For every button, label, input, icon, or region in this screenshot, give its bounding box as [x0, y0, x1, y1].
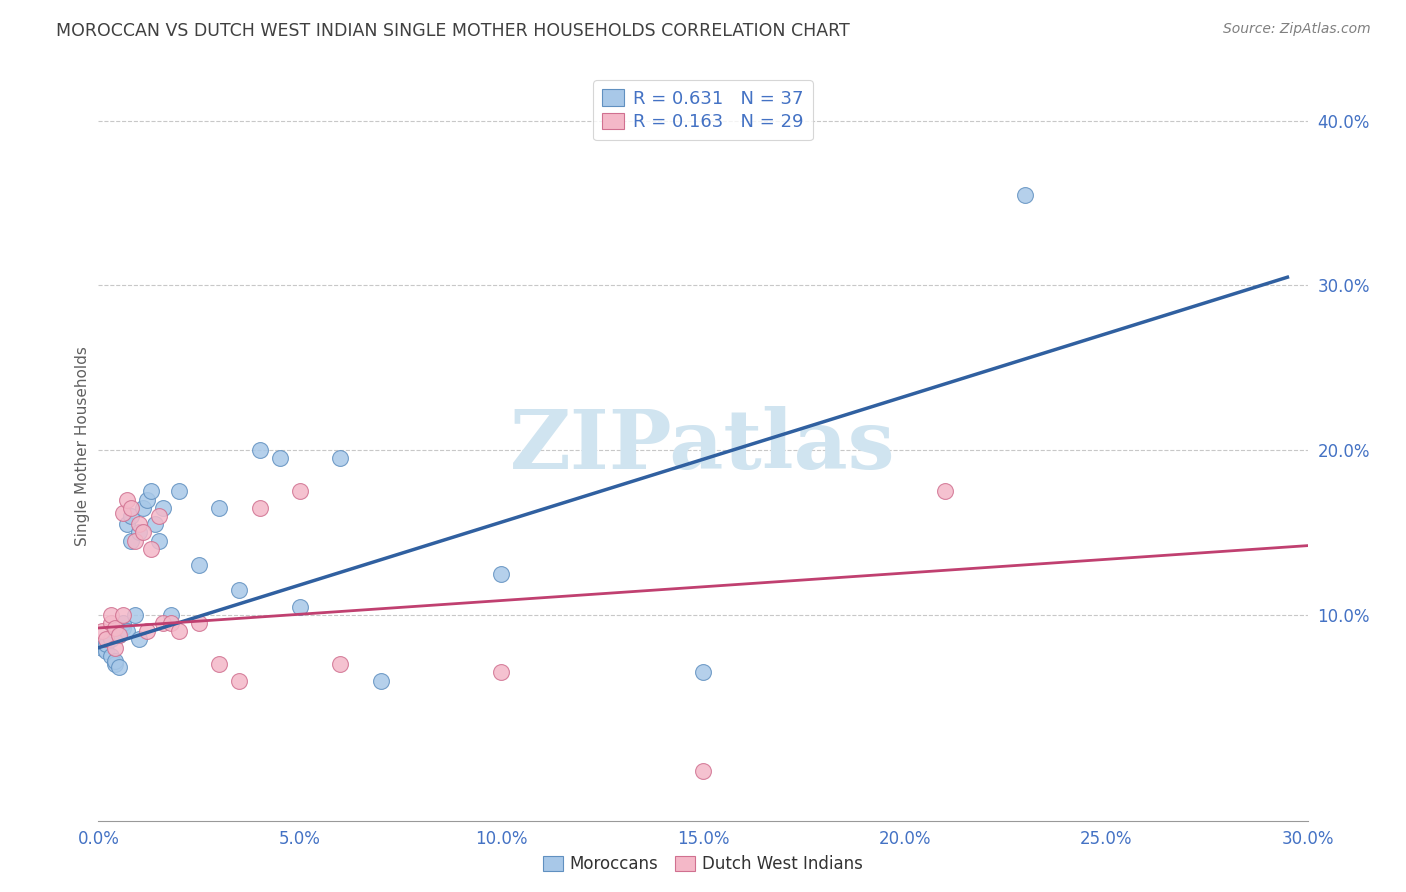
Point [135, 492, 157, 507]
Point [103, 657, 125, 672]
Point [228, 673, 250, 688]
Legend: Moroccans, Dutch West Indians: Moroccans, Dutch West Indians [537, 848, 869, 880]
Point [111, 506, 134, 520]
Point [91, 624, 114, 639]
Point [111, 607, 134, 622]
Point [111, 621, 134, 635]
Point [329, 657, 352, 672]
Point [100, 632, 122, 647]
Text: MOROCCAN VS DUTCH WEST INDIAN SINGLE MOTHER HOUSEHOLDS CORRELATION CHART: MOROCCAN VS DUTCH WEST INDIAN SINGLE MOT… [56, 22, 851, 40]
Point [160, 615, 183, 630]
Point [269, 451, 291, 466]
Point [370, 673, 392, 688]
Point [167, 624, 190, 639]
Point [288, 484, 311, 499]
Point [96, 637, 118, 651]
Point [100, 607, 122, 622]
Point [124, 533, 146, 548]
Point [1014, 187, 1036, 202]
Point [188, 558, 211, 573]
Text: Source: ZipAtlas.com: Source: ZipAtlas.com [1223, 22, 1371, 37]
Point [148, 533, 170, 548]
Point [329, 451, 352, 466]
Point [208, 500, 231, 515]
Point [107, 627, 129, 641]
Point [249, 443, 271, 458]
Point [115, 517, 138, 532]
Point [188, 615, 211, 630]
Point [148, 508, 170, 523]
Point [692, 665, 714, 680]
Point [491, 566, 513, 581]
Point [139, 541, 162, 556]
Point [228, 583, 250, 598]
Point [160, 607, 183, 622]
Point [120, 533, 142, 548]
Point [143, 517, 166, 532]
Point [103, 640, 125, 655]
Point [152, 615, 174, 630]
Point [115, 492, 138, 507]
Point [491, 665, 513, 680]
Point [111, 615, 134, 630]
Point [167, 484, 190, 499]
Point [91, 640, 114, 655]
Point [120, 508, 142, 523]
Point [120, 500, 142, 515]
Point [100, 648, 122, 663]
Point [135, 624, 157, 639]
Point [934, 484, 956, 499]
Point [128, 517, 150, 532]
Point [208, 657, 231, 672]
Point [107, 627, 129, 641]
Point [152, 500, 174, 515]
Text: ZIPatlas: ZIPatlas [510, 406, 896, 486]
Point [96, 632, 118, 647]
Point [100, 615, 122, 630]
Point [103, 654, 125, 668]
Point [124, 607, 146, 622]
Point [249, 500, 271, 515]
Point [692, 764, 714, 779]
Y-axis label: Single Mother Households: Single Mother Households [75, 346, 90, 546]
Point [139, 484, 162, 499]
Point [103, 621, 125, 635]
Point [107, 660, 129, 674]
Point [288, 599, 311, 614]
Point [115, 624, 138, 639]
Point [96, 644, 118, 658]
Point [132, 525, 155, 540]
Point [132, 500, 155, 515]
Point [128, 525, 150, 540]
Point [128, 632, 150, 647]
